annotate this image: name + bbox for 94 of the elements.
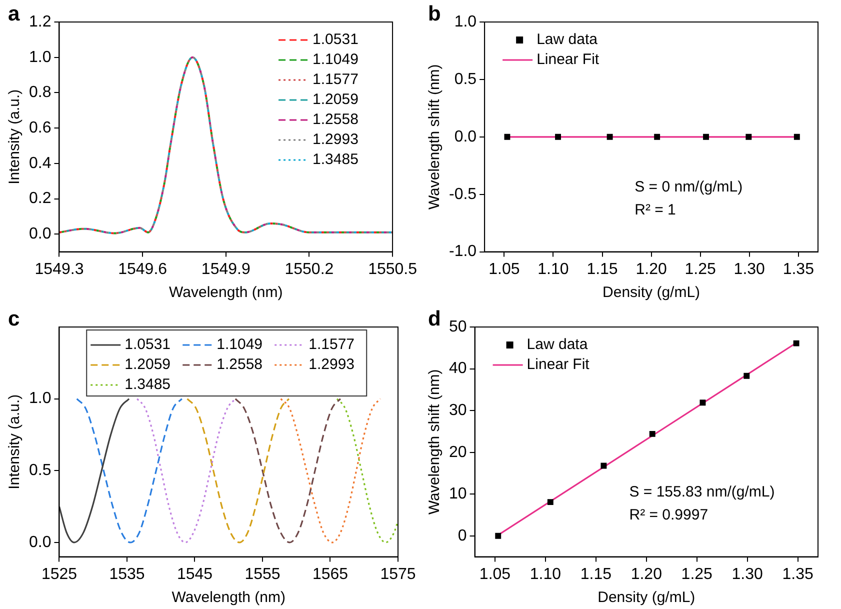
line-series (186, 398, 290, 544)
y-tick-label: 0.8 (28, 84, 52, 102)
legend-label: 1.1049 (216, 336, 263, 354)
x-tick-label: 1525 (41, 566, 78, 583)
legend-label: 1.1577 (312, 71, 358, 88)
x-tick-label: 1.10 (530, 566, 562, 583)
x-tick-label: 1545 (176, 566, 213, 583)
x-tick-label: 1.20 (630, 566, 662, 583)
x-tick-label: 1.15 (580, 566, 612, 583)
x-tick-label: 1549.3 (34, 260, 84, 278)
y-tick-label: 1.2 (28, 13, 52, 30)
x-tick-label: 1.20 (636, 260, 667, 278)
chart-title: a (8, 2, 20, 26)
y-tick-label: 0.5 (28, 462, 52, 480)
legend-label: Linear Fit (536, 51, 600, 68)
y-tick-label: 0.0 (28, 226, 52, 243)
legend-label: 1.2993 (308, 356, 355, 374)
x-tick-label: 1.35 (782, 566, 814, 583)
x-tick-label: 1550.2 (284, 260, 334, 278)
y-axis-title: Intensity (a.u.) (6, 89, 24, 184)
y-axis-title: Wavelength shift (nm) (426, 64, 444, 210)
legend-label: 1.2993 (312, 131, 358, 148)
x-tick-label: 1535 (109, 566, 145, 583)
y-tick-label: 30 (449, 402, 467, 419)
point (700, 400, 706, 406)
y-tick-label: 50 (449, 318, 467, 336)
x-tick-label: 1549.6 (118, 260, 168, 278)
line-series (280, 398, 382, 544)
point (600, 462, 607, 469)
x-tick-label: 1.25 (684, 260, 716, 278)
legend-label: 1.0531 (312, 31, 358, 48)
legend-label: 1.2059 (312, 91, 358, 108)
point (744, 372, 750, 379)
x-tick-label: 1.05 (488, 260, 520, 278)
x-tick-label: 1.10 (538, 260, 569, 278)
legend-label: 1.2558 (312, 111, 358, 128)
x-tick-label: 1.25 (681, 566, 713, 583)
line-series (76, 398, 183, 544)
legend-label: 1.0531 (124, 336, 171, 354)
chart-title: b (428, 2, 441, 26)
y-tick-label: 40 (449, 360, 467, 378)
point (793, 340, 800, 346)
y-tick-label: 0.5 (454, 70, 477, 88)
line-series (59, 398, 130, 544)
y-tick-label: 1.0 (454, 13, 477, 30)
y-tick-label: 0.0 (28, 534, 52, 551)
x-tick-label: 1.30 (734, 260, 766, 278)
y-tick-label: 20 (449, 444, 467, 461)
x-tick-label: 1.30 (732, 566, 764, 583)
annotation: S = 0 nm/(g/mL) (634, 178, 743, 196)
y-tick-label: 1.0 (28, 390, 52, 408)
legend-label: 1.2059 (124, 356, 171, 374)
x-axis-title: Density (g/mL) (598, 589, 696, 606)
y-tick-label: -0.5 (448, 186, 477, 203)
line-series (136, 398, 236, 544)
y-tick-label: 0.0 (454, 128, 477, 146)
x-tick-label: 1550.5 (368, 260, 418, 278)
y-tick-label: 1.0 (28, 48, 52, 66)
annotation: R² = 0.9997 (629, 506, 708, 524)
annotation: R² = 1 (634, 202, 676, 219)
y-tick-label: 0.6 (28, 119, 52, 136)
x-tick-label: 1.35 (782, 260, 814, 278)
line-series (234, 398, 342, 544)
x-tick-label: 1565 (312, 566, 348, 583)
chart-title: d (428, 307, 441, 330)
point (649, 430, 656, 437)
x-axis-title: Wavelength (nm) (169, 284, 283, 302)
legend-label: 1.3485 (312, 151, 358, 168)
legend-label: 1.2558 (216, 356, 263, 374)
y-axis-title: Intensity (a.u.) (6, 394, 24, 490)
y-tick-label: -1.0 (448, 243, 477, 260)
chart-title: c (8, 307, 20, 330)
x-tick-label: 1575 (380, 566, 416, 583)
legend-label: 1.1049 (312, 51, 358, 68)
y-axis-title: Wavelength shift (nm) (426, 369, 444, 515)
x-axis-title: Density (g/mL) (602, 284, 700, 302)
y-tick-label: 0.2 (28, 190, 52, 208)
x-axis-title: Wavelength (nm) (172, 589, 286, 606)
y-tick-label: 0.4 (28, 154, 52, 172)
annotation: S = 155.83 nm/(g/mL) (629, 484, 775, 501)
x-tick-label: 1555 (244, 566, 280, 583)
legend-label: Linear Fit (526, 356, 590, 374)
legend-label: 1.1577 (308, 336, 355, 354)
legend-label: 1.3485 (124, 376, 171, 394)
y-tick-label: 0 (458, 527, 467, 544)
point (547, 499, 554, 506)
legend-label: Law data (536, 31, 598, 48)
y-tick-label: 10 (449, 486, 467, 503)
legend-label: Law data (526, 336, 588, 354)
line-series (336, 398, 398, 544)
point (495, 532, 502, 539)
x-tick-label: 1.05 (479, 566, 511, 583)
x-tick-label: 1549.9 (201, 260, 250, 278)
x-tick-label: 1.15 (586, 260, 618, 278)
